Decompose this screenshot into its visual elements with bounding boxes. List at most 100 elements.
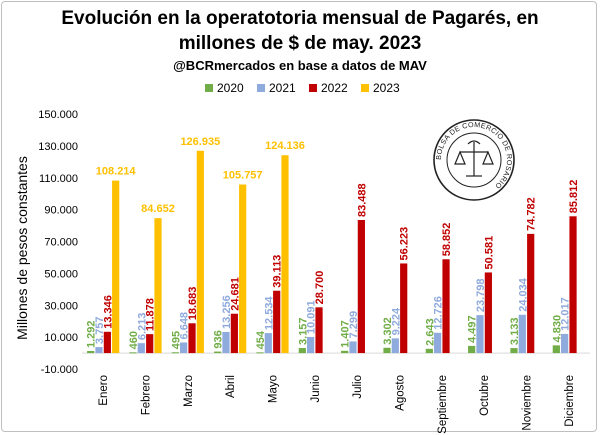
bar-2020 bbox=[214, 351, 222, 354]
data-label: 6.213 bbox=[136, 313, 148, 341]
chart-title-line2: millones de $ de may. 2023 bbox=[178, 33, 422, 54]
data-label: 12.726 bbox=[433, 296, 445, 330]
chart-subtitle: @BCRmercados en base a datos de MAV bbox=[173, 58, 427, 73]
x-tick-label: Octubre bbox=[479, 375, 491, 416]
y-axis-label: Millones de pesos constantes bbox=[14, 156, 30, 340]
data-label: 12.534 bbox=[263, 296, 275, 331]
data-label: 460 bbox=[128, 331, 140, 349]
bar-2021 bbox=[476, 315, 484, 354]
legend-swatch-2022 bbox=[309, 84, 317, 92]
data-label: 23.798 bbox=[475, 278, 487, 312]
legend: 2020 2021 2022 2023 bbox=[205, 81, 400, 95]
bar-2022 bbox=[273, 290, 281, 354]
x-tick-label: Noviembre bbox=[522, 375, 534, 431]
bar-2021 bbox=[95, 347, 103, 354]
bar-2022 bbox=[400, 263, 408, 354]
data-label: 105.757 bbox=[223, 170, 263, 182]
bar-2021 bbox=[264, 333, 272, 354]
data-label: 9.224 bbox=[390, 307, 402, 335]
data-label: 10.091 bbox=[306, 300, 318, 334]
bars bbox=[87, 150, 577, 354]
y-tick-label: 10.000 bbox=[44, 332, 78, 344]
bar-2020 bbox=[298, 348, 306, 354]
bar-2020 bbox=[87, 351, 95, 354]
x-tick-label: Julio bbox=[352, 375, 364, 399]
x-tick-label: Abril bbox=[225, 375, 237, 398]
data-label: 11.878 bbox=[145, 298, 157, 331]
data-label: 3.302 bbox=[382, 317, 394, 345]
data-label: 126.935 bbox=[180, 136, 220, 148]
data-label: 4.497 bbox=[467, 315, 479, 343]
y-axis: -10.000 10.000 30.000 50.000 70.000 90.000 110… bbox=[38, 109, 590, 376]
bar-2023 bbox=[281, 155, 289, 354]
legend-label: 2021 bbox=[269, 81, 296, 95]
x-tick-label: Agosto bbox=[395, 375, 407, 411]
x-tick-label: Diciembre bbox=[564, 375, 576, 427]
y-tick-label: 30.000 bbox=[44, 300, 78, 312]
legend-label: 2022 bbox=[321, 81, 348, 95]
data-label: 58.852 bbox=[441, 223, 453, 257]
bar-2023 bbox=[196, 150, 204, 354]
data-label: 2.643 bbox=[424, 318, 436, 346]
x-tick-label: Enero bbox=[98, 375, 110, 406]
bar-2022 bbox=[315, 307, 323, 354]
chart-title-line1: Evolución en la operatotoria mensual de … bbox=[61, 8, 539, 29]
bar-2022 bbox=[357, 220, 365, 354]
bar-2020 bbox=[383, 347, 391, 354]
data-label: 4.830 bbox=[551, 315, 563, 343]
data-label: 124.136 bbox=[265, 140, 305, 152]
x-tick-label: Septiembre bbox=[437, 375, 449, 434]
data-label: 108.214 bbox=[96, 166, 137, 178]
bar-2021 bbox=[391, 338, 399, 354]
data-label: 83.488 bbox=[356, 183, 368, 217]
y-tick-label: 110.000 bbox=[39, 173, 78, 185]
data-label: 495 bbox=[170, 331, 182, 349]
x-tick-label: Marzo bbox=[183, 375, 195, 407]
bar-2022 bbox=[527, 233, 535, 354]
data-label: 1.292 bbox=[86, 320, 98, 348]
bar-2021 bbox=[137, 343, 145, 354]
y-tick-label: 90.000 bbox=[44, 205, 78, 217]
bar-2022 bbox=[442, 259, 450, 354]
bar-2023 bbox=[154, 218, 162, 354]
x-axis: Enero Febrero Marzo Abril Mayo Junio Julio Agos… bbox=[98, 375, 576, 434]
bar-2020 bbox=[341, 350, 349, 354]
x-tick-label: Mayo bbox=[268, 375, 280, 403]
bar-2021 bbox=[434, 332, 442, 354]
bar-2020 bbox=[425, 348, 433, 354]
bar-2022 bbox=[188, 323, 196, 354]
bar-2022 bbox=[569, 216, 577, 354]
data-label: 3.157 bbox=[297, 317, 309, 345]
data-label: 1.407 bbox=[340, 320, 352, 348]
y-tick-label: 150.000 bbox=[38, 109, 78, 121]
bar-2022 bbox=[230, 313, 238, 354]
legend-swatch-2023 bbox=[361, 84, 369, 92]
y-tick-label: 130.000 bbox=[38, 141, 78, 153]
data-label: 18.683 bbox=[187, 287, 199, 321]
x-tick-label: Febrero bbox=[141, 375, 153, 415]
bar-2023 bbox=[239, 184, 247, 354]
data-label: 936 bbox=[213, 330, 225, 348]
bar-2021 bbox=[307, 336, 315, 354]
data-label: 56.223 bbox=[399, 227, 411, 261]
data-label: 7.299 bbox=[348, 311, 360, 339]
data-label: 13.256 bbox=[221, 295, 233, 329]
y-tick-label: 50.000 bbox=[44, 268, 78, 280]
data-label: 84.652 bbox=[141, 203, 175, 215]
bar-2020 bbox=[256, 352, 264, 354]
bar-2020 bbox=[510, 348, 518, 354]
bar-2022 bbox=[146, 334, 154, 354]
legend-swatch-2021 bbox=[257, 84, 265, 92]
data-label: 3.133 bbox=[509, 318, 521, 346]
data-label: 50.581 bbox=[483, 236, 495, 270]
bar-2020 bbox=[468, 345, 476, 354]
bar-2022 bbox=[103, 331, 111, 354]
bar-2020 bbox=[129, 352, 137, 354]
bar-2020 bbox=[552, 345, 560, 354]
x-tick-label: Junio bbox=[310, 375, 322, 403]
y-tick-label: -10.000 bbox=[41, 364, 78, 376]
data-label: 454 bbox=[255, 330, 267, 349]
bcr-seal-logo: BOLSA DE COMERCIO DE ROSARIO bbox=[433, 119, 515, 201]
